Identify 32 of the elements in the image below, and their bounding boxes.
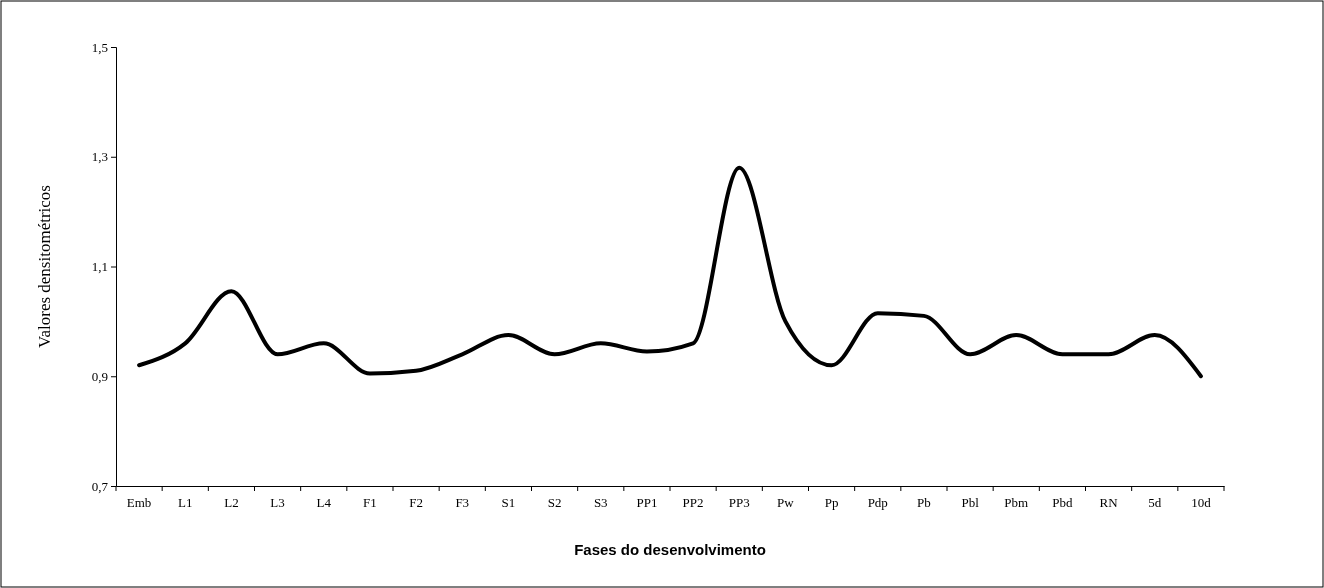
x-tick-label: L4	[316, 495, 332, 511]
x-tick-label: L3	[270, 495, 285, 511]
y-axis-title: Valores densitométricos	[35, 185, 54, 348]
x-tick-label: F1	[363, 495, 377, 511]
x-tick-label: Pbd	[1052, 495, 1074, 511]
x-tick-label: 5d	[1148, 495, 1162, 511]
x-tick-label: Pp	[824, 495, 839, 511]
x-tick-label: S3	[593, 495, 608, 511]
y-tick-label: 0,7	[91, 478, 109, 494]
y-tick-label: 1,1	[91, 259, 108, 275]
x-tick-label: S1	[501, 495, 516, 511]
x-tick-label: PP3	[728, 495, 750, 511]
x-tick-label: RN	[1099, 495, 1119, 511]
x-tick-label: L1	[178, 495, 193, 511]
x-tick-label: Pbm	[1004, 495, 1029, 511]
x-tick-label: F3	[455, 495, 470, 511]
x-tick-label: F2	[409, 495, 423, 511]
x-tick-label: S2	[547, 495, 562, 511]
x-tick-label: PP2	[682, 495, 704, 511]
x-tick-label: 10d	[1191, 495, 1212, 511]
x-axis-title: Fases do desenvolvimento	[574, 541, 766, 558]
x-tick-label: Pw	[777, 495, 795, 511]
x-tick-label: PP1	[636, 495, 658, 511]
x-tick-label: Pbl	[961, 495, 980, 511]
y-tick-label: 1,3	[91, 149, 108, 165]
line-series	[137, 165, 1203, 379]
x-tick-label: Pb	[917, 495, 931, 511]
x-tick-label: L2	[224, 495, 239, 511]
x-tick-label: Pdp	[867, 495, 888, 511]
x-tick-label: Emb	[126, 495, 152, 511]
y-tick-label: 0,9	[91, 368, 108, 384]
y-tick-label: 1,5	[91, 39, 108, 55]
